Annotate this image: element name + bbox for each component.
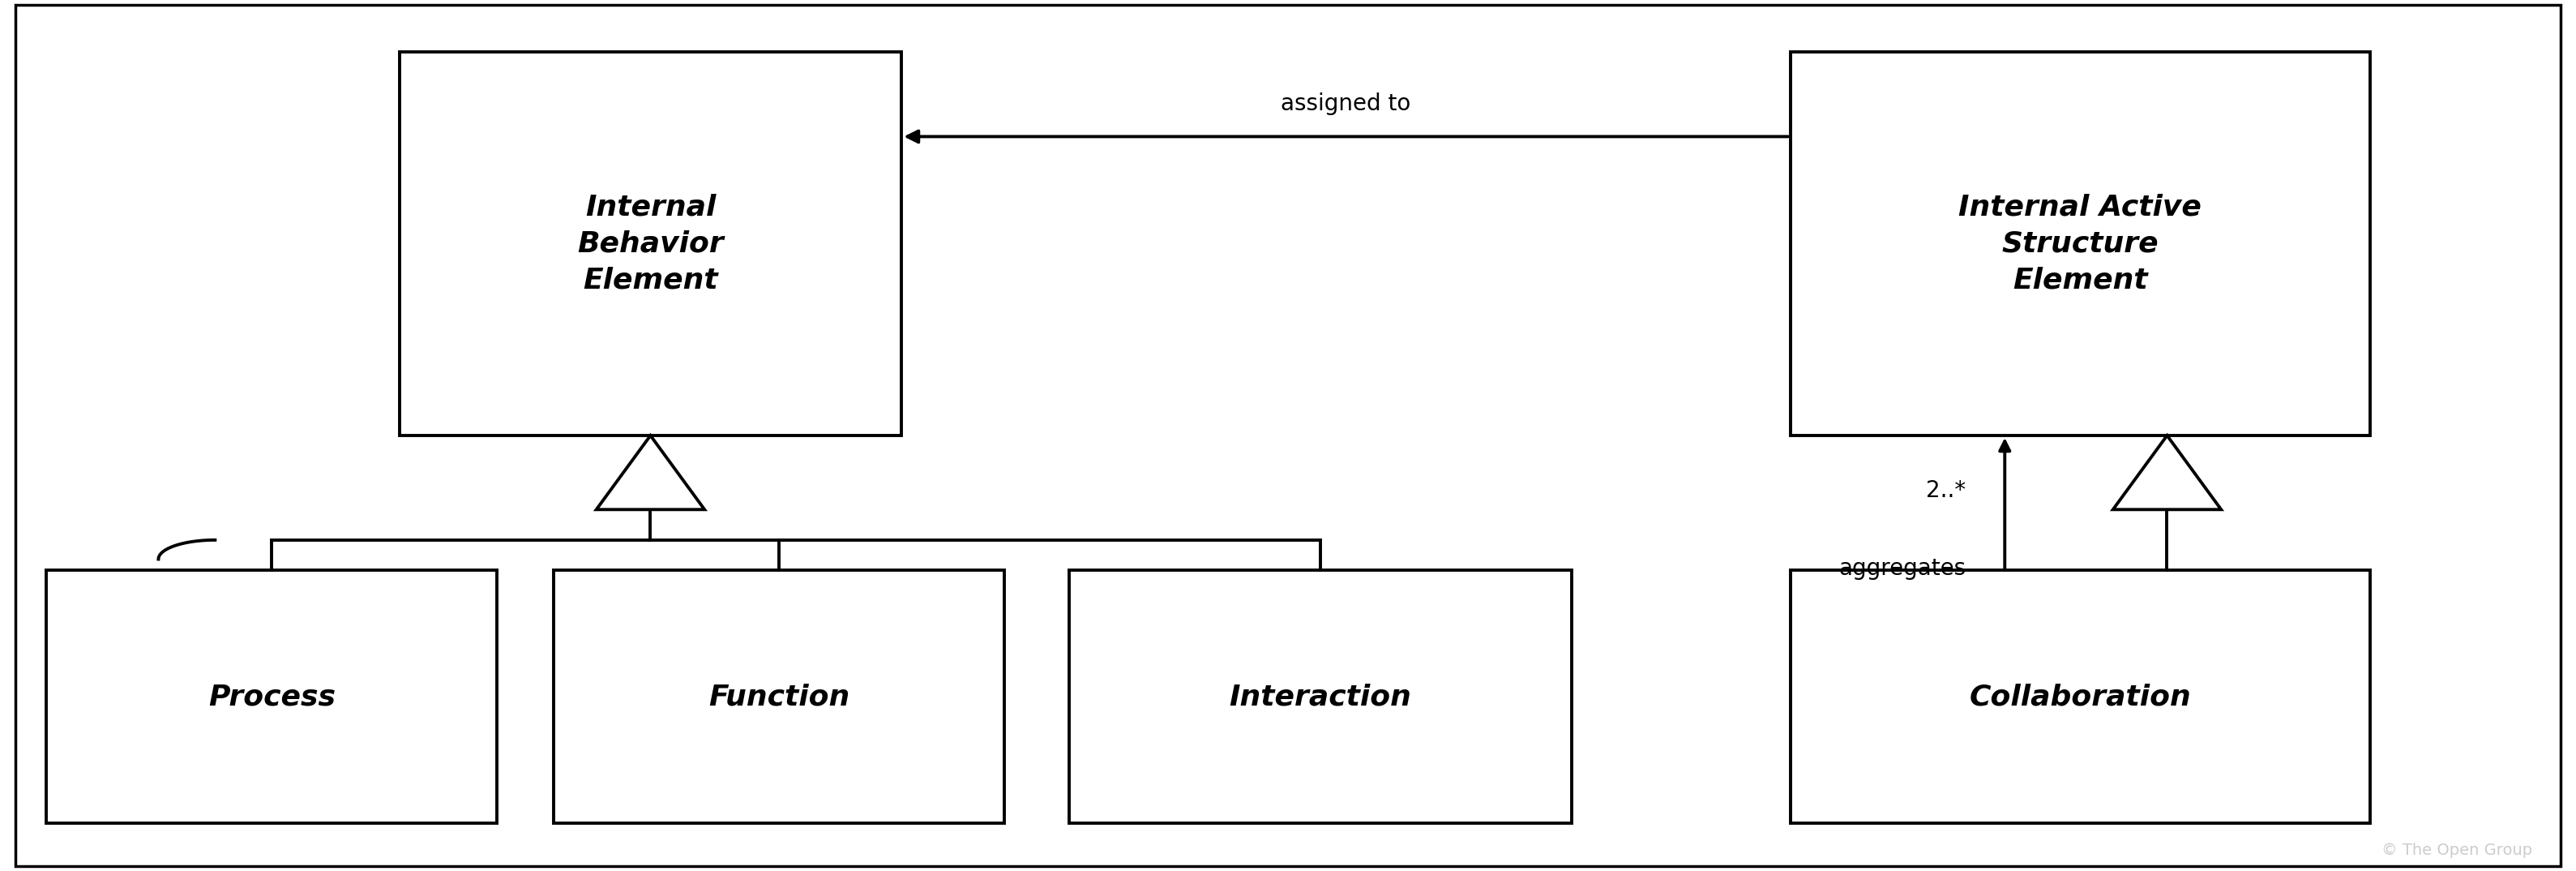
- Bar: [399, 52, 902, 436]
- Polygon shape: [2112, 436, 2221, 510]
- Text: Process: Process: [209, 683, 335, 711]
- Bar: [1069, 571, 1571, 823]
- Text: 2..*: 2..*: [1927, 479, 1965, 502]
- Text: Function: Function: [708, 683, 850, 711]
- Text: aggregates: aggregates: [1839, 557, 1965, 580]
- Bar: [46, 571, 497, 823]
- Text: Collaboration: Collaboration: [1968, 683, 2192, 711]
- Bar: [1790, 571, 2370, 823]
- Bar: [1790, 52, 2370, 436]
- Text: Internal Active
Structure
Element: Internal Active Structure Element: [1958, 193, 2202, 294]
- Text: assigned to: assigned to: [1280, 92, 1412, 115]
- Bar: [554, 571, 1005, 823]
- Text: Interaction: Interaction: [1229, 683, 1412, 711]
- Polygon shape: [598, 436, 706, 510]
- Text: Internal
Behavior
Element: Internal Behavior Element: [577, 193, 724, 294]
- Text: © The Open Group: © The Open Group: [2380, 842, 2532, 858]
